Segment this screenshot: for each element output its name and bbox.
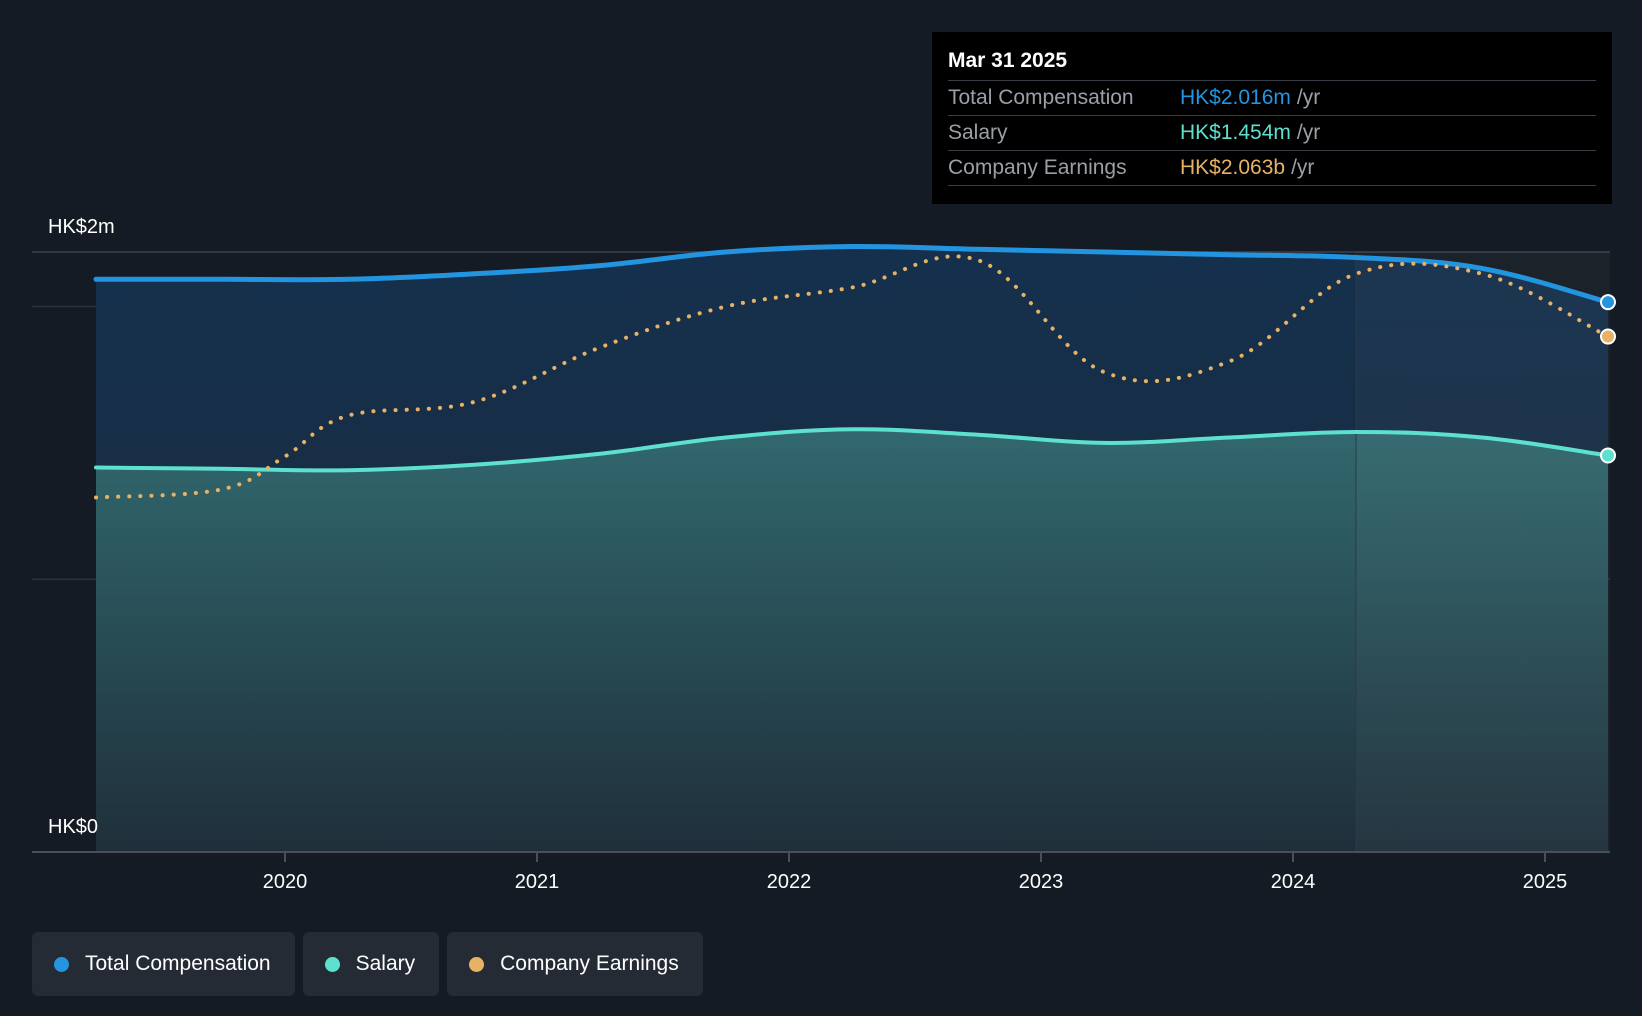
tooltip-label: Salary [948, 121, 1008, 144]
tooltip-label: Total Compensation [948, 86, 1134, 109]
legend-item-total-compensation[interactable]: Total Compensation [32, 932, 295, 996]
tooltip-date: Mar 31 2025 [948, 49, 1068, 72]
dot-icon [324, 956, 340, 972]
tooltip-value: HK$2.016m [1180, 86, 1291, 109]
salary-area [96, 429, 1608, 852]
end-marker-company-earnings [1600, 328, 1616, 345]
y-axis-min-label: HK$0 [48, 816, 99, 838]
tooltip-value: HK$2.063b [1180, 156, 1286, 179]
tooltip-row-company-earnings: Company Earnings HK$2.063b /yr [948, 150, 1596, 186]
x-tick-label: 2024 [1271, 871, 1316, 893]
salary-line [94, 427, 1610, 473]
x-tick-label: 2020 [263, 871, 308, 893]
tooltip-label: Company Earnings [948, 156, 1127, 179]
x-tick-label: 2025 [1523, 871, 1568, 893]
x-axis-ticks: 2020 2021 2022 2023 2024 2025 [263, 852, 1568, 893]
legend-item-company-earnings[interactable]: Company Earnings [447, 932, 703, 996]
tooltip-value: HK$1.454m [1180, 121, 1291, 144]
legend-label: Total Compensation [85, 952, 271, 975]
tooltip-unit: /yr [1291, 156, 1315, 179]
dot-icon [469, 956, 485, 972]
x-tick-label: 2022 [767, 871, 812, 893]
total-compensation-line [93, 243, 1611, 305]
chart-legend: Total Compensation Salary Company Earnin… [32, 932, 703, 996]
dot-icon [54, 956, 69, 972]
y-axis-max-label: HK$2m [48, 216, 115, 238]
tooltip-row-salary: Salary HK$1.454m /yr [948, 115, 1596, 150]
legend-label: Company Earnings [500, 952, 679, 975]
x-tick-label: 2021 [515, 871, 560, 893]
chart-tooltip: Mar 31 2025 Total Compensation HK$2.016m… [932, 32, 1612, 204]
end-marker-salary [1600, 447, 1616, 464]
legend-label: Salary [355, 952, 416, 975]
forecast-highlight-region [1356, 252, 1610, 852]
tooltip-row-total-compensation: Total Compensation HK$2.016m /yr [948, 80, 1596, 115]
tooltip-unit: /yr [1296, 86, 1321, 109]
legend-item-salary[interactable]: Salary [302, 932, 440, 996]
tooltip-unit: /yr [1296, 121, 1321, 144]
company-earnings-line [94, 254, 1610, 500]
end-markers [1600, 294, 1616, 464]
x-tick-label: 2023 [1019, 871, 1064, 893]
end-marker-total-compensation [1600, 294, 1616, 311]
